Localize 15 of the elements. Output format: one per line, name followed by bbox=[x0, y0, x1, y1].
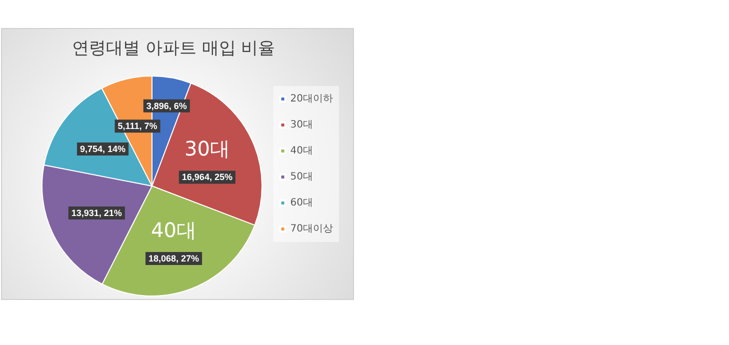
data-label: 5,111, 7% bbox=[118, 121, 158, 132]
legend-label: 60대 bbox=[290, 198, 314, 208]
data-label: 3,896, 6% bbox=[146, 100, 187, 111]
slice-label: 40대 bbox=[151, 218, 196, 242]
data-label: 9,754, 14% bbox=[80, 144, 126, 154]
legend-label: 70대이상 bbox=[290, 224, 334, 234]
chart-title: 연령대별 아파트 매입 비율 bbox=[72, 38, 276, 58]
data-label: 13,931, 21% bbox=[71, 208, 122, 218]
data-label: 18,068, 27% bbox=[148, 253, 200, 264]
slice-label: 30대 bbox=[184, 136, 230, 161]
legend-label: 20대이하 bbox=[290, 94, 334, 104]
legend-label: 40대 bbox=[290, 146, 314, 156]
legend-label: 30대 bbox=[290, 120, 314, 130]
legend-label: 50대 bbox=[290, 172, 314, 182]
data-label: 16,964, 25% bbox=[182, 172, 232, 182]
